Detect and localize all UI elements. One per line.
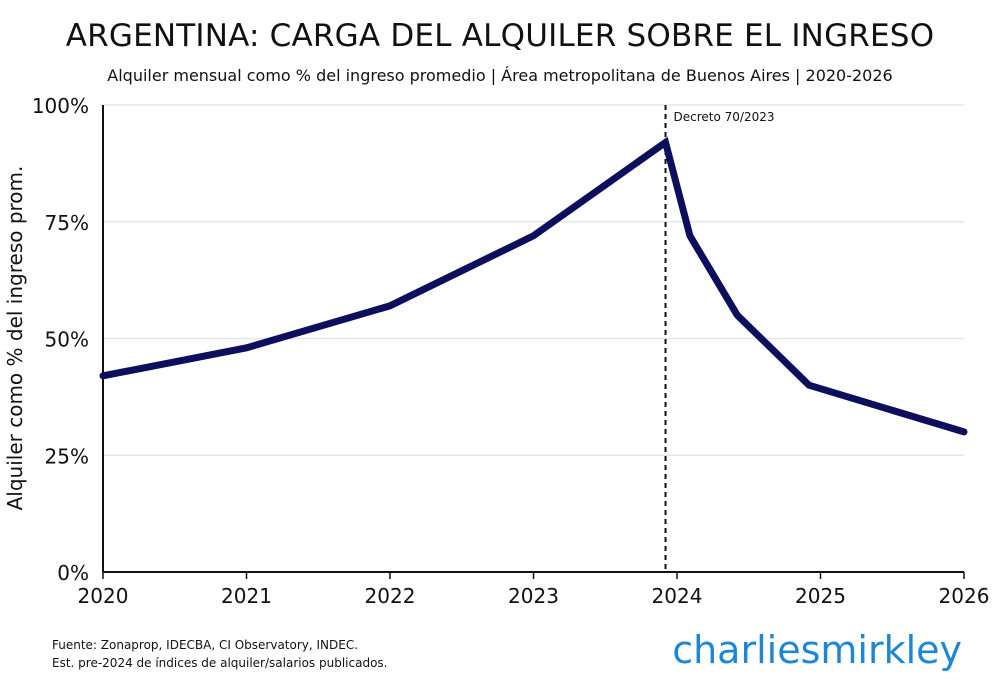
- y-tick-label: 25%: [45, 444, 89, 468]
- x-tick-label: 2022: [365, 584, 416, 608]
- y-axis-label: Alquiler como % del ingreso prom.: [3, 166, 27, 511]
- chart-subtitle: Alquiler mensual como % del ingreso prom…: [107, 66, 893, 85]
- y-tick-label: 100%: [32, 94, 89, 118]
- y-tick-label: 75%: [45, 211, 89, 235]
- decree-label: Decreto 70/2023: [674, 110, 775, 124]
- estimate-note: Est. pre-2024 de índices de alquiler/sal…: [52, 656, 388, 670]
- chart-title: ARGENTINA: CARGA DEL ALQUILER SOBRE EL I…: [65, 18, 935, 54]
- source-note: Fuente: Zonaprop, IDECBA, CI Observatory…: [52, 638, 359, 652]
- y-tick-label: 0%: [57, 561, 89, 585]
- series-line: [99, 136, 968, 436]
- brand-watermark: charliesmirkley: [672, 628, 962, 672]
- y-tick-label: 50%: [45, 328, 89, 352]
- x-tick-label: 2020: [78, 584, 129, 608]
- x-tick-label: 2024: [652, 584, 703, 608]
- x-tick-label: 2023: [508, 584, 559, 608]
- x-tick-label: 2021: [221, 584, 272, 608]
- x-tick-label: 2025: [795, 584, 846, 608]
- x-tick-label: 2026: [939, 584, 990, 608]
